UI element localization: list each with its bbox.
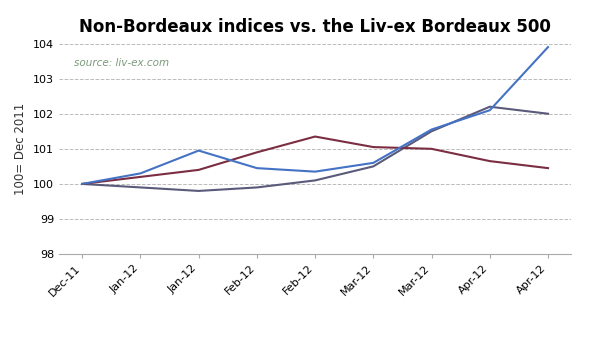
Liv-ex Bordeaux 500 — [428, 147, 435, 151]
Liv-ex Champagne 25 — [79, 182, 86, 186]
Liv-ex Bordeaux 500 — [370, 145, 377, 149]
Liv-ex DRC Index — [544, 45, 551, 49]
Liv-ex Champagne 25 — [253, 185, 260, 189]
Liv-ex Bordeaux 500 — [544, 166, 551, 170]
Liv-ex DRC Index — [137, 171, 144, 176]
Liv-ex Champagne 25 — [312, 178, 319, 183]
Y-axis label: 100= Dec 2011: 100= Dec 2011 — [14, 103, 27, 195]
Title: Non-Bordeaux indices vs. the Liv-ex Bordeaux 500: Non-Bordeaux indices vs. the Liv-ex Bord… — [79, 19, 551, 36]
Line: Liv-ex Bordeaux 500: Liv-ex Bordeaux 500 — [82, 136, 548, 184]
Liv-ex DRC Index — [487, 108, 494, 113]
Liv-ex Champagne 25 — [487, 105, 494, 109]
Liv-ex Bordeaux 500 — [312, 134, 319, 139]
Liv-ex DRC Index — [428, 127, 435, 132]
Liv-ex DRC Index — [312, 170, 319, 174]
Liv-ex DRC Index — [370, 161, 377, 165]
Line: Liv-ex DRC Index: Liv-ex DRC Index — [82, 47, 548, 184]
Liv-ex Bordeaux 500 — [137, 175, 144, 179]
Liv-ex Champagne 25 — [370, 164, 377, 168]
Liv-ex Bordeaux 500 — [79, 182, 86, 186]
Liv-ex Bordeaux 500 — [253, 150, 260, 155]
Liv-ex DRC Index — [79, 182, 86, 186]
Liv-ex DRC Index — [195, 148, 202, 153]
Liv-ex DRC Index — [253, 166, 260, 170]
Liv-ex Bordeaux 500 — [487, 159, 494, 163]
Liv-ex Champagne 25 — [428, 129, 435, 134]
Liv-ex Champagne 25 — [137, 185, 144, 189]
Line: Liv-ex Champagne 25: Liv-ex Champagne 25 — [82, 107, 548, 191]
Liv-ex Bordeaux 500 — [195, 168, 202, 172]
Text: source: liv-ex.com: source: liv-ex.com — [74, 58, 170, 68]
Liv-ex Champagne 25 — [195, 189, 202, 193]
Liv-ex Champagne 25 — [544, 111, 551, 116]
